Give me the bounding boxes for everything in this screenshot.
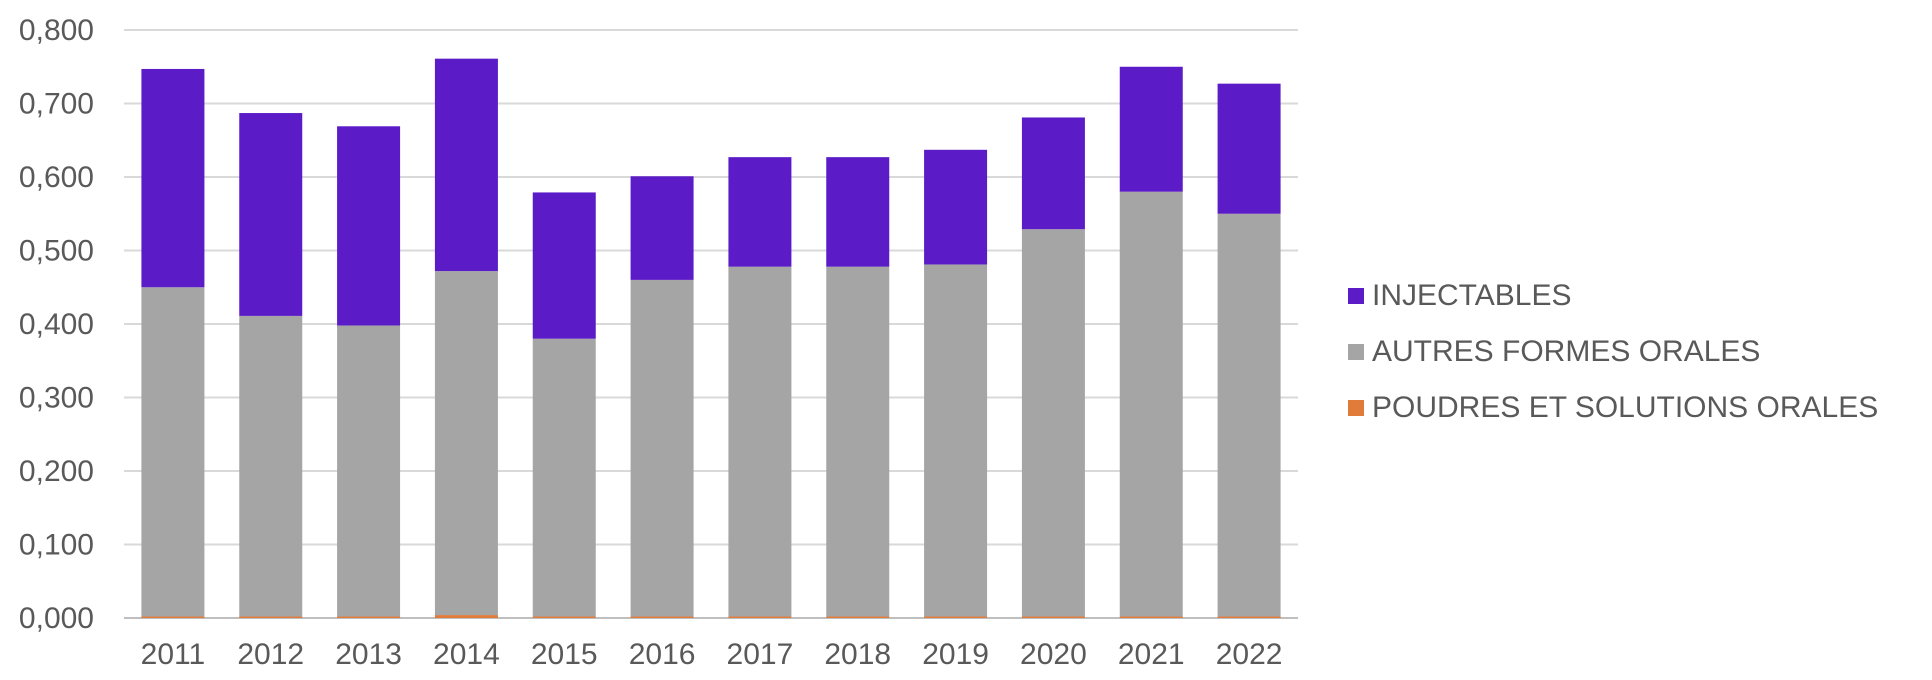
bar-segment-injectables-2016 — [630, 176, 694, 280]
bar-segment-poudres-et-solutions-orales-2019 — [924, 616, 988, 618]
x-tick-label: 2022 — [1216, 638, 1283, 671]
y-tick-label: 0,700 — [19, 88, 94, 121]
bar-segment-autres-formes-orales-2011 — [141, 287, 205, 617]
legend-swatch-poudres-et-solutions-orales — [1348, 400, 1364, 416]
bar-segment-autres-formes-orales-2022 — [1217, 213, 1281, 617]
y-tick-label: 0,500 — [19, 235, 94, 268]
x-axis: 2011 2012 2013 2014 2015 2016 2017 2018 2019 2020… — [141, 638, 1283, 671]
bar-segment-autres-formes-orales-2015 — [532, 338, 596, 617]
x-tick-label: 2012 — [237, 638, 304, 671]
bar-segment-poudres-et-solutions-orales-2016 — [630, 616, 694, 618]
bar-segment-poudres-et-solutions-orales-2017 — [728, 616, 792, 618]
bar-segment-autres-formes-orales-2019 — [924, 264, 988, 617]
legend-label-autres-formes-orales: AUTRES FORMES ORALES — [1372, 335, 1761, 368]
bar-segment-autres-formes-orales-2012 — [239, 315, 303, 617]
x-tick-label: 2015 — [531, 638, 598, 671]
x-tick-label: 2017 — [727, 638, 794, 671]
x-tick-label: 2016 — [629, 638, 696, 671]
bar-segment-autres-formes-orales-2016 — [630, 279, 694, 617]
bar-segment-poudres-et-solutions-orales-2015 — [532, 616, 596, 618]
legend-swatch-autres-formes-orales — [1348, 344, 1364, 360]
bar-segment-injectables-2019 — [924, 149, 988, 265]
bar-segment-injectables-2013 — [337, 126, 401, 326]
x-tick-label: 2014 — [433, 638, 500, 671]
x-tick-label: 2019 — [922, 638, 989, 671]
legend-label-poudres-et-solutions-orales: POUDRES ET SOLUTIONS ORALES — [1372, 391, 1879, 424]
bar-segment-autres-formes-orales-2014 — [434, 271, 498, 616]
bar-segment-autres-formes-orales-2017 — [728, 266, 792, 617]
bar-segment-injectables-2022 — [1217, 83, 1281, 214]
bar-segment-injectables-2015 — [532, 192, 596, 339]
y-tick-label: 0,600 — [19, 161, 94, 194]
bar-segment-poudres-et-solutions-orales-2013 — [337, 616, 401, 618]
legend-item-injectables: INJECTABLES — [1348, 268, 1878, 324]
bar-segment-autres-formes-orales-2013 — [337, 325, 401, 617]
y-tick-label: 0,000 — [19, 602, 94, 635]
bar-segment-poudres-et-solutions-orales-2022 — [1217, 616, 1281, 618]
y-tick-label: 0,400 — [19, 308, 94, 341]
bar-segment-injectables-2021 — [1119, 66, 1183, 192]
bar-segment-injectables-2014 — [434, 58, 498, 272]
bar-segment-autres-formes-orales-2018 — [826, 266, 890, 617]
x-tick-label: 2013 — [335, 638, 402, 671]
gridlines — [124, 29, 1298, 619]
y-tick-label: 0,200 — [19, 455, 94, 488]
x-tick-label: 2021 — [1118, 638, 1185, 671]
bar-segment-injectables-2018 — [826, 157, 890, 267]
bar-segment-injectables-2011 — [141, 68, 205, 288]
bar-segment-injectables-2012 — [239, 113, 303, 316]
bar-segment-poudres-et-solutions-orales-2011 — [141, 616, 205, 618]
legend-swatch-injectables — [1348, 288, 1364, 304]
legend-label-injectables: INJECTABLES — [1372, 279, 1572, 312]
bar-segment-autres-formes-orales-2020 — [1021, 229, 1085, 617]
y-axis: 0,000 0,100 0,200 0,300 0,400 0,500 0,600 0,700… — [19, 14, 94, 635]
y-tick-label: 0,300 — [19, 382, 94, 415]
x-tick-label: 2018 — [824, 638, 891, 671]
y-tick-label: 0,800 — [19, 14, 94, 47]
legend-item-poudres-et-solutions-orales: POUDRES ET SOLUTIONS ORALES — [1348, 380, 1878, 436]
y-tick-label: 0,100 — [19, 529, 94, 562]
bar-segment-poudres-et-solutions-orales-2018 — [826, 616, 890, 618]
bar-segment-poudres-et-solutions-orales-2014 — [434, 615, 498, 618]
bar-segment-poudres-et-solutions-orales-2021 — [1119, 616, 1183, 618]
legend: INJECTABLES AUTRES FORMES ORALES POUDRES… — [1348, 268, 1878, 436]
bar-segment-poudres-et-solutions-orales-2012 — [239, 616, 303, 618]
bar-segment-poudres-et-solutions-orales-2020 — [1021, 616, 1085, 618]
bar-segment-autres-formes-orales-2021 — [1119, 191, 1183, 617]
bar-segment-injectables-2017 — [728, 157, 792, 267]
x-tick-label: 2020 — [1020, 638, 1087, 671]
legend-item-autres-formes-orales: AUTRES FORMES ORALES — [1348, 324, 1878, 380]
x-tick-label: 2011 — [141, 638, 206, 671]
bar-segment-injectables-2020 — [1021, 117, 1085, 230]
bars — [141, 58, 1281, 618]
